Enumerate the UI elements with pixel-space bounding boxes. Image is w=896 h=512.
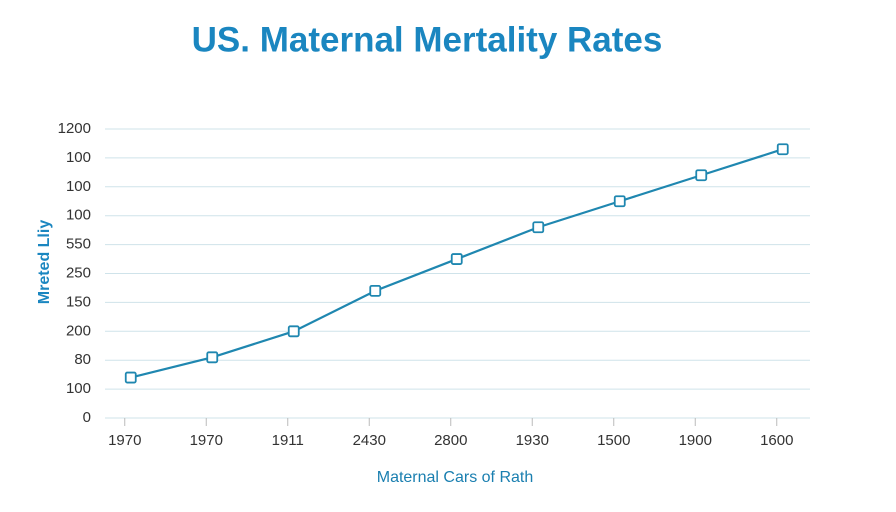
y-axis-label: Mreted Lliy	[36, 220, 53, 305]
y-tick-label: 1200	[58, 120, 91, 137]
point-marker	[532, 221, 545, 234]
x-tick-label: 1500	[597, 432, 630, 449]
x-tick-label: 1911	[272, 432, 304, 449]
chart-title: US. Maternal Mertality Rates	[192, 20, 663, 59]
x-tick-label: 1930	[516, 432, 549, 449]
x-tick-label: 1970	[108, 432, 141, 449]
y-tick-label: 200	[66, 322, 91, 339]
x-tick-label: 2430	[353, 432, 386, 449]
y-tick-label: 150	[66, 293, 91, 310]
point-marker	[695, 169, 708, 182]
x-tick-label: 2800	[434, 432, 467, 449]
y-tick-label: 100	[66, 149, 91, 166]
y-tick-label: 100	[66, 178, 91, 195]
y-tick-label: 0	[83, 409, 91, 426]
x-tick-label: 1900	[679, 432, 712, 449]
point-marker	[369, 284, 382, 297]
x-tick-label: 1970	[190, 432, 223, 449]
x-axis-label: Maternal Cars of Rath	[377, 469, 534, 486]
y-tick-label: 100	[66, 380, 91, 397]
point-marker	[450, 253, 463, 265]
point-marker	[613, 195, 626, 208]
x-tick-label: 1600	[760, 432, 793, 449]
point-marker	[287, 325, 300, 338]
point-marker	[206, 351, 219, 364]
y-tick-label: 250	[66, 264, 91, 281]
y-tick-label: 80	[74, 351, 91, 368]
y-tick-label: 100	[66, 207, 91, 224]
y-tick-label: 550	[66, 236, 91, 253]
point-marker	[776, 143, 789, 156]
point-marker	[124, 371, 137, 384]
